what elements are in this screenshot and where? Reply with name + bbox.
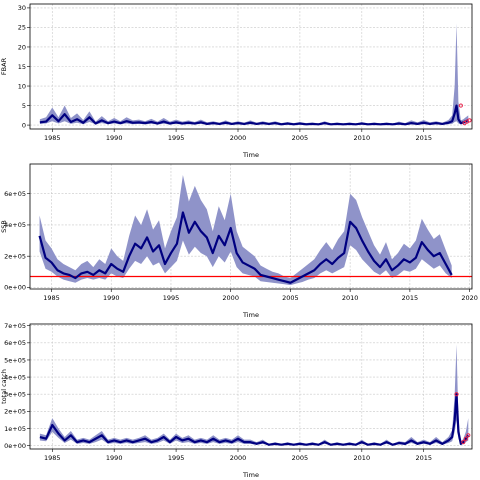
x-tick-label: 2010	[354, 134, 371, 142]
chart-panel-1: 1985 1990 1995 2000 2005 2010 2015 0 5 10 15 20 25 30…	[0, 3, 473, 159]
x-tick-label: 2005	[282, 294, 299, 302]
x-axis-title: Time	[242, 151, 259, 159]
data-point	[454, 392, 459, 397]
x-tick-label: 1985	[44, 134, 61, 142]
data-point	[466, 433, 471, 438]
uncertainty-band	[39, 174, 452, 286]
x-tick-label: 1995	[168, 134, 185, 142]
data-point	[458, 103, 463, 108]
x-tick-label: 2000	[230, 134, 247, 142]
median-line	[38, 211, 453, 284]
y-tick-label: 4e+05	[4, 221, 26, 229]
y-tick-label: 0e+00	[4, 442, 26, 450]
x-tick-label: 2015	[415, 134, 432, 142]
y-tick-label: 15	[18, 63, 26, 71]
x-tick-label: 2005	[292, 134, 309, 142]
x-tick-label: 2020	[461, 294, 478, 302]
data-point	[463, 436, 468, 441]
y-tick-label: 0	[22, 121, 26, 129]
median-line	[39, 104, 469, 126]
y-tick-label: 20	[18, 43, 26, 51]
x-tick-label: 1985	[43, 294, 60, 302]
x-tick-label: 1990	[103, 294, 120, 302]
y-tick-label: 0e+00	[4, 284, 26, 292]
y-tick-label: 2e+05	[4, 408, 26, 416]
y-tick-label: 30	[18, 4, 26, 12]
y-tick-label: 3e+05	[4, 391, 26, 399]
x-tick-label: 1985	[44, 454, 61, 462]
y-tick-label: 4e+05	[4, 373, 26, 381]
x-tick-label: 1990	[106, 134, 123, 142]
x-tick-label: 2010	[354, 454, 371, 462]
median-line	[39, 393, 470, 446]
x-tick-label: 2000	[222, 294, 239, 302]
y-axis-title: FBAR	[0, 57, 8, 75]
x-tick-label: 1990	[106, 454, 123, 462]
x-tick-label: 2010	[342, 294, 359, 302]
x-tick-label: 2015	[415, 454, 432, 462]
plot-frame	[29, 163, 473, 290]
x-tick-label: 1995	[168, 454, 185, 462]
y-axis-title: SSB	[0, 220, 8, 233]
chart-panel-2: 1985 1990 1995 2000 2005 2010 2015 2020 0e+00 2e+…	[0, 163, 478, 319]
x-tick-label: 1995	[163, 294, 180, 302]
x-tick-label: 2000	[230, 454, 247, 462]
data-point	[461, 440, 466, 445]
x-axis-title: Time	[242, 311, 259, 319]
y-tick-label: 10	[18, 82, 26, 90]
y-tick-label: 6e+05	[4, 339, 26, 347]
y-tick-label: 2e+05	[4, 252, 26, 260]
chart-panel-3: 1985 1990 1995 2000 2005 2010 2015 0e+00 1e+05 2e…	[0, 322, 473, 479]
data-point	[467, 118, 472, 123]
y-tick-label: 5	[22, 102, 26, 110]
x-axis-title: Time	[242, 471, 259, 479]
y-tick-label: 7e+05	[4, 322, 26, 330]
uncertainty-band	[39, 23, 469, 125]
y-axis-title: total catch	[0, 369, 8, 404]
uncertainty-band	[39, 344, 469, 446]
x-tick-label: 2005	[292, 454, 309, 462]
y-tick-label: 6e+05	[4, 190, 26, 198]
x-tick-label: 2015	[402, 294, 419, 302]
y-tick-label: 1e+05	[4, 425, 26, 433]
plot-frame	[29, 323, 473, 450]
y-tick-label: 25	[18, 24, 26, 32]
y-tick-label: 5e+05	[4, 356, 26, 364]
